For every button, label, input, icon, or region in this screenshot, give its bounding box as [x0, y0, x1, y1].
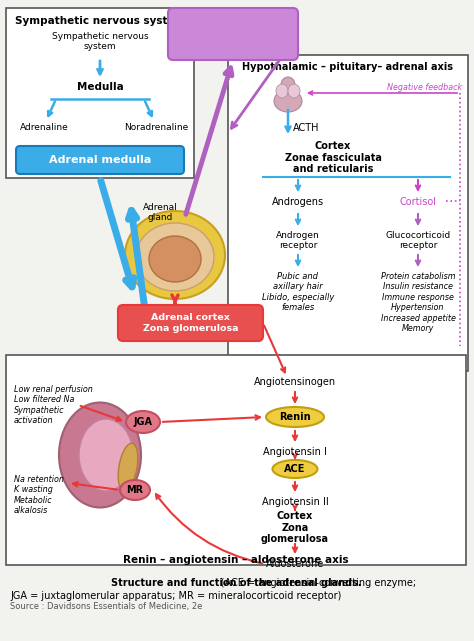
FancyBboxPatch shape [228, 55, 468, 371]
Text: Structure and function of the adrenal glands.: Structure and function of the adrenal gl… [111, 578, 361, 588]
Text: Glucocorticoid
receptor: Glucocorticoid receptor [385, 231, 451, 251]
Ellipse shape [118, 444, 138, 491]
FancyBboxPatch shape [118, 305, 263, 341]
Ellipse shape [266, 407, 324, 427]
Ellipse shape [79, 419, 133, 491]
Ellipse shape [276, 84, 288, 98]
Ellipse shape [288, 84, 300, 98]
Text: Cortisol: Cortisol [400, 197, 437, 207]
Text: Sympathetic nervous
system: Sympathetic nervous system [52, 32, 148, 51]
Text: Adrenal cortex
Zonae fasciculata
and reticularis: Adrenal cortex Zonae fasciculata and ret… [186, 19, 280, 49]
Text: Hypothalamic – pituitary– adrenal axis: Hypothalamic – pituitary– adrenal axis [243, 62, 454, 72]
Ellipse shape [59, 403, 141, 508]
Text: JGA: JGA [134, 417, 153, 427]
Text: Adrenal
gland: Adrenal gland [143, 203, 177, 222]
Text: Angiotensinogen: Angiotensinogen [254, 377, 336, 387]
Text: Noradrenaline: Noradrenaline [124, 123, 188, 132]
Text: JGA = juxtaglomerular apparatus; MR = mineralocorticoid receptor): JGA = juxtaglomerular apparatus; MR = mi… [10, 591, 341, 601]
Text: Adrenal cortex
Zona glomerulosa: Adrenal cortex Zona glomerulosa [143, 313, 238, 333]
Text: Angiotensin I: Angiotensin I [263, 447, 327, 457]
Ellipse shape [149, 236, 201, 282]
Text: Adrenal medulla: Adrenal medulla [49, 155, 151, 165]
Text: (ACE = angiotensin-converting enzyme;: (ACE = angiotensin-converting enzyme; [55, 578, 417, 588]
Ellipse shape [281, 77, 295, 93]
Text: Androgen
receptor: Androgen receptor [276, 231, 320, 251]
Ellipse shape [273, 460, 318, 478]
Text: Renin – angiotensin – aldosterone axis: Renin – angiotensin – aldosterone axis [123, 555, 349, 565]
FancyBboxPatch shape [6, 8, 194, 178]
Text: Sympathetic nervous system: Sympathetic nervous system [15, 16, 185, 26]
Text: Angiotensin II: Angiotensin II [262, 497, 328, 507]
Text: MR: MR [127, 485, 144, 495]
Ellipse shape [136, 223, 214, 291]
FancyBboxPatch shape [168, 8, 298, 60]
Text: ACTH: ACTH [293, 123, 319, 133]
Ellipse shape [126, 411, 160, 433]
Text: Protein catabolism
Insulin resistance
Immune response
Hypertension
Increased app: Protein catabolism Insulin resistance Im… [381, 272, 456, 333]
Text: Negative feedback: Negative feedback [387, 83, 462, 92]
FancyBboxPatch shape [6, 355, 466, 565]
Text: Low renal perfusion
Low filtered Na
Sympathetic
activation: Low renal perfusion Low filtered Na Symp… [14, 385, 93, 425]
Text: Cortex
Zona
glomerulosa: Cortex Zona glomerulosa [261, 511, 329, 544]
Text: Adrenaline: Adrenaline [19, 123, 68, 132]
Text: Source : Davidsons Essentials of Medicine, 2e: Source : Davidsons Essentials of Medicin… [10, 602, 202, 611]
Text: Medulla: Medulla [77, 82, 123, 92]
Ellipse shape [120, 480, 150, 500]
Text: Aldosterone: Aldosterone [266, 559, 324, 569]
Ellipse shape [274, 90, 302, 112]
Ellipse shape [125, 211, 225, 299]
Text: Pubic and
axillary hair
Libido, especially
females: Pubic and axillary hair Libido, especial… [262, 272, 334, 312]
Text: Renin: Renin [279, 412, 311, 422]
Text: Cortex
Zonae fasciculata
and reticularis: Cortex Zonae fasciculata and reticularis [284, 141, 382, 174]
FancyBboxPatch shape [16, 146, 184, 174]
Text: Na retention
K wasting
Metabolic
alkalosis: Na retention K wasting Metabolic alkalos… [14, 475, 64, 515]
Text: Androgens: Androgens [272, 197, 324, 207]
Text: ACE: ACE [284, 464, 306, 474]
